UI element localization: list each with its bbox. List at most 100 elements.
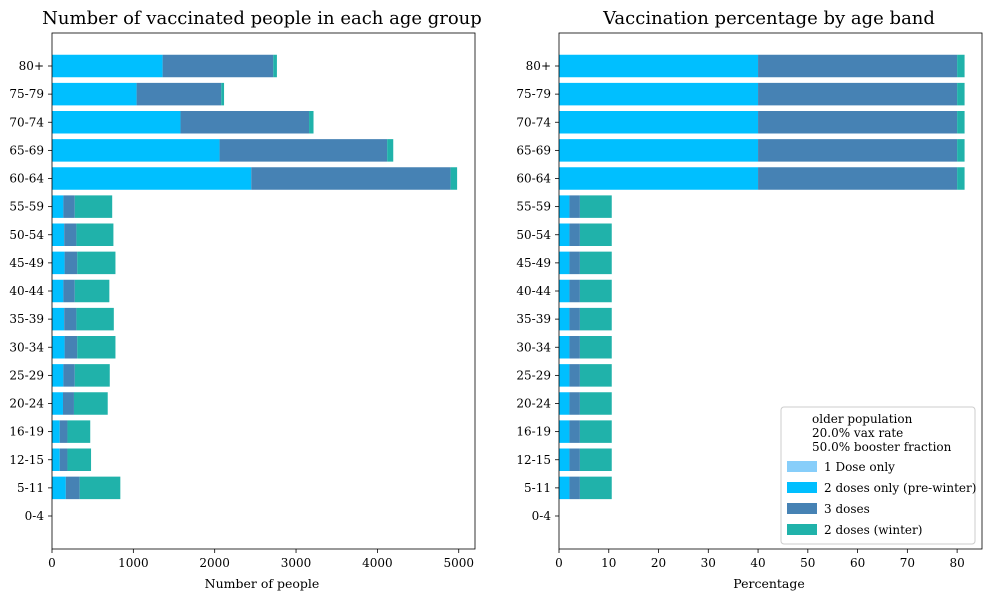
plot-frame (51, 32, 476, 550)
bar-dose2-winter-30-34 (77, 336, 116, 359)
y-tick-label: 5-11 (524, 481, 551, 495)
chart-title: Vaccination percentage by age band (602, 8, 935, 29)
legend-label: 1 Dose only (824, 460, 895, 474)
y-tick-label: 75-79 (9, 87, 44, 101)
y-tick-label: 20-24 (516, 397, 551, 411)
y-tick-label: 55-59 (9, 200, 44, 214)
y-tick-label: 35-39 (516, 312, 551, 326)
bar-dose2-winter-35-39 (579, 307, 612, 331)
y-tick-label: 30-34 (516, 340, 551, 354)
bar-dose3-5-11 (569, 476, 580, 500)
y-tick-label: 16-19 (516, 425, 551, 439)
legend-swatch-dose1 (787, 461, 817, 472)
bar-dose3-35-39 (64, 307, 77, 331)
bar-dose3-65-69 (219, 139, 388, 162)
x-tick-labels: 0 10 20 30 40 50 60 70 80 (555, 549, 965, 570)
bar-dose2-winter-5-11 (79, 476, 121, 500)
bar-dose3-70-74 (180, 111, 310, 134)
bar-dose2-pre-winter-75-79 (52, 82, 137, 106)
x-tick-label: 30 (701, 556, 716, 570)
x-tick-label: 50 (800, 556, 815, 570)
legend-label: 2 doses only (pre-winter) (824, 481, 976, 495)
legend-label: 3 doses (824, 502, 870, 516)
bar-dose2-winter-60-64 (957, 167, 965, 190)
x-tick-label: 60 (850, 556, 865, 570)
bar-dose3-50-54 (569, 223, 580, 246)
bar-dose2-pre-winter-30-34 (52, 336, 65, 359)
bar-dose2-pre-winter-45-49 (52, 251, 65, 275)
bar-dose2-pre-winter-16-19 (52, 420, 60, 443)
bar-dose2-winter-20-24 (73, 392, 108, 415)
bar-dose2-winter-25-29 (579, 364, 612, 387)
bar-dose3-12-15 (569, 448, 580, 471)
bar-dose2-pre-winter-25-29 (52, 364, 64, 387)
bar-dose3-35-39 (569, 307, 580, 331)
bar-dose2-pre-winter-5-11 (559, 476, 570, 500)
bar-dose3-20-24 (62, 392, 74, 415)
legend-swatch-dose2-pre (787, 482, 817, 493)
bar-dose2-pre-winter-12-15 (559, 448, 570, 471)
bar-dose2-pre-winter-75-79 (559, 82, 759, 106)
y-tick-label: 65-69 (516, 143, 551, 157)
y-tick-label: 45-49 (516, 256, 551, 270)
x-tick-label: 10 (601, 556, 616, 570)
y-tick-label: 80+ (19, 59, 44, 73)
chart-vaccinated-people: Number of vaccinated people in each age … (9, 8, 481, 591)
chart-title: Number of vaccinated people in each age … (42, 8, 482, 29)
y-tick-label: 0-4 (25, 509, 45, 523)
y-tick-label: 50-54 (9, 228, 44, 242)
legend-title-line: older population (812, 412, 913, 426)
bar-dose3-60-64 (758, 167, 958, 190)
y-tick-label: 45-49 (9, 256, 44, 270)
bar-dose2-pre-winter-60-64 (559, 167, 759, 190)
bar-dose2-winter-12-15 (67, 448, 92, 471)
bar-dose2-pre-winter-30-34 (559, 336, 570, 359)
bar-dose2-winter-50-54 (76, 223, 114, 246)
y-tick-label: 25-29 (516, 368, 551, 382)
bar-dose2-pre-winter-20-24 (559, 392, 570, 415)
bar-dose3-55-59 (569, 195, 580, 218)
bar-dose2-pre-winter-16-19 (559, 420, 570, 443)
bar-dose3-45-49 (569, 251, 580, 275)
bar-dose3-75-79 (758, 82, 958, 106)
bar-dose2-winter-70-74 (957, 111, 965, 134)
bar-dose2-pre-winter-70-74 (559, 111, 759, 134)
bar-dose2-winter-40-44 (579, 279, 612, 303)
y-tick-label: 65-69 (9, 143, 44, 157)
x-tick-label: 1000 (118, 556, 149, 570)
bar-dose2-winter-5-11 (579, 476, 612, 500)
bar-dose2-pre-winter-80+ (559, 54, 759, 78)
bar-dose2-winter-30-34 (579, 336, 612, 359)
bar-dose3-25-29 (569, 364, 580, 387)
y-tick-label: 12-15 (516, 453, 551, 467)
y-tick-label: 80+ (526, 59, 551, 73)
x-axis-label: Number of people (205, 576, 320, 591)
bar-dose3-75-79 (136, 82, 222, 106)
bar-dose2-winter-75-79 (957, 82, 965, 106)
x-tick-label: 0 (555, 556, 563, 570)
y-tick-label: 50-54 (516, 228, 551, 242)
bar-dose3-55-59 (63, 195, 75, 218)
x-tick-label: 70 (900, 556, 915, 570)
y-tick-label: 75-79 (516, 87, 551, 101)
x-tick-label: 2000 (199, 556, 230, 570)
legend-label: 2 doses (winter) (824, 523, 922, 537)
bar-dose3-30-34 (569, 336, 580, 359)
bar-dose3-40-44 (569, 279, 580, 303)
bar-dose2-pre-winter-55-59 (559, 195, 570, 218)
x-tick-label: 0 (48, 556, 56, 570)
bar-dose2-winter-80+ (273, 54, 277, 78)
y-tick-label: 12-15 (9, 453, 44, 467)
bar-dose2-winter-12-15 (579, 448, 612, 471)
bar-dose3-40-44 (63, 279, 75, 303)
bar-dose3-70-74 (758, 111, 958, 134)
y-tick-label: 55-59 (516, 200, 551, 214)
x-tick-label: 20 (651, 556, 666, 570)
x-tick-label: 5000 (443, 556, 474, 570)
plot-frame (558, 32, 983, 550)
bar-dose2-pre-winter-50-54 (52, 223, 65, 246)
bar-dose3-20-24 (569, 392, 580, 415)
bar-dose2-winter-16-19 (579, 420, 612, 443)
bar-dose2-pre-winter-70-74 (52, 111, 181, 134)
y-tick-label: 60-64 (516, 172, 551, 186)
